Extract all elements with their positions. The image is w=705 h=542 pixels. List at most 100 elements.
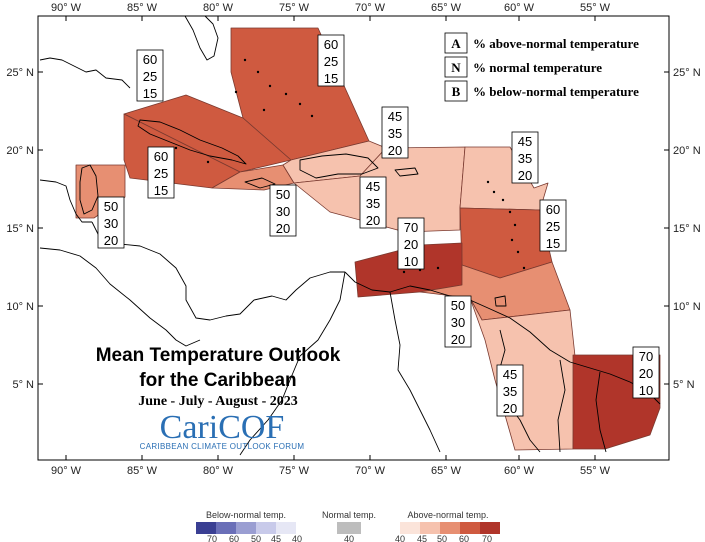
legend-key: A bbox=[451, 36, 461, 51]
colorbar-tick: 50 bbox=[437, 534, 447, 542]
lat-label: 10° N bbox=[6, 301, 34, 313]
lat-label: 25° N bbox=[6, 67, 34, 79]
lat-label: 20° N bbox=[673, 145, 701, 157]
lon-label: 85° W bbox=[127, 465, 158, 477]
prob-box-bahamas: 60 25 15 bbox=[317, 34, 345, 87]
lat-label: 5° N bbox=[673, 379, 695, 391]
lon-label: 70° W bbox=[355, 2, 386, 14]
colorbar-tick: 45 bbox=[271, 534, 281, 542]
prob-box-leeward: 45 35 20 bbox=[511, 131, 539, 184]
colorbar-tick: 40 bbox=[395, 534, 405, 542]
coastlines bbox=[39, 15, 661, 456]
lon-label: 75° W bbox=[279, 465, 310, 477]
swatch bbox=[420, 522, 440, 534]
lat-label: 25° N bbox=[673, 67, 701, 79]
prob-box-frame bbox=[136, 49, 164, 102]
prob-box-frame bbox=[397, 217, 425, 270]
swatch bbox=[460, 522, 480, 534]
prob-normal: 35 bbox=[503, 384, 517, 399]
lat-label: 15° N bbox=[673, 223, 701, 235]
lon-label: 60° W bbox=[504, 465, 535, 477]
prob-box-hispaniola: 45 35 20 bbox=[359, 176, 387, 229]
swatch bbox=[196, 522, 216, 534]
legend-key-box bbox=[444, 56, 468, 78]
prob-below: 20 bbox=[503, 401, 517, 416]
colorbar-above-ticks: 40 45 50 60 70 bbox=[395, 534, 492, 542]
prob-below: 20 bbox=[276, 221, 290, 236]
island-dots bbox=[174, 58, 526, 274]
prob-below: 20 bbox=[388, 143, 402, 158]
colorbar-above-title: Above-normal temp. bbox=[407, 510, 488, 520]
lat-label: 10° N bbox=[673, 301, 701, 313]
swatch bbox=[440, 522, 460, 534]
prob-box-frame bbox=[97, 196, 125, 249]
prob-normal: 25 bbox=[324, 54, 338, 69]
prob-normal: 20 bbox=[404, 237, 418, 252]
legend-text: % normal temperature bbox=[473, 60, 602, 75]
prob-box-frame bbox=[359, 176, 387, 229]
prob-above: 70 bbox=[404, 220, 418, 235]
colorbar-normal-swatch bbox=[337, 522, 361, 534]
lon-label: 65° W bbox=[431, 2, 462, 14]
colorbar-tick: 60 bbox=[229, 534, 239, 542]
colorbar-below-title: Below-normal temp. bbox=[206, 510, 286, 520]
legend-key: B bbox=[452, 84, 461, 99]
lat-label: 20° N bbox=[6, 145, 34, 157]
prob-box-frame bbox=[511, 131, 539, 184]
prob-normal: 35 bbox=[518, 151, 532, 166]
prob-above: 45 bbox=[518, 134, 532, 149]
prob-box-suriname-guiana: 70 20 10 bbox=[632, 346, 660, 399]
probability-boxes: 60 25 15 60 25 15 60 25 15 50 30 20 50 3… bbox=[97, 34, 660, 417]
legend-row-below: B % below-normal temperature bbox=[444, 80, 639, 102]
lon-label: 60° W bbox=[504, 2, 535, 14]
lat-label: 15° N bbox=[6, 223, 34, 235]
prob-box-frame bbox=[539, 199, 567, 252]
lat-labels-left: 25° N 20° N 15° N 10° N 5° N bbox=[6, 67, 34, 391]
legend-key: N bbox=[451, 60, 461, 75]
colorbar-tick: 40 bbox=[344, 534, 354, 542]
colorbar-below-swatches bbox=[196, 522, 296, 534]
swatch bbox=[400, 522, 420, 534]
colorbar-tick: 40 bbox=[292, 534, 302, 542]
lon-label: 55° W bbox=[580, 2, 611, 14]
lon-labels-bottom: 90° W 85° W 80° W 75° W 70° W 65° W 60° … bbox=[51, 465, 611, 477]
prob-below: 20 bbox=[366, 213, 380, 228]
prob-box-belize: 50 30 20 bbox=[97, 196, 125, 249]
caricof-logo-subtext: CARIBBEAN CLIMATE OUTLOOK FORUM bbox=[140, 442, 305, 451]
prob-normal: 25 bbox=[154, 166, 168, 181]
lon-label: 55° W bbox=[580, 465, 611, 477]
title-block: Mean Temperature Outlook for the Caribbe… bbox=[96, 345, 341, 451]
prob-below: 15 bbox=[154, 183, 168, 198]
prob-below: 10 bbox=[404, 254, 418, 269]
legend-row-normal: N % normal temperature bbox=[444, 56, 602, 78]
prob-above: 45 bbox=[366, 179, 380, 194]
lon-label: 80° W bbox=[203, 2, 234, 14]
prob-normal: 30 bbox=[451, 315, 465, 330]
colorbar-tick: 60 bbox=[459, 534, 469, 542]
prob-below: 20 bbox=[104, 233, 118, 248]
colorbar-above-swatches bbox=[400, 522, 500, 534]
prob-below: 15 bbox=[546, 236, 560, 251]
swatch bbox=[236, 522, 256, 534]
lat-label: 5° N bbox=[12, 379, 34, 391]
map-period: June - July - August - 2023 bbox=[138, 394, 297, 409]
prob-box-frame bbox=[496, 364, 524, 417]
prob-normal: 35 bbox=[388, 126, 402, 141]
swatch bbox=[276, 522, 296, 534]
lon-label: 75° W bbox=[279, 2, 310, 14]
outlook-zones bbox=[75, 27, 661, 451]
colorbar-below-ticks: 70 60 50 45 40 bbox=[207, 534, 302, 542]
prob-above: 50 bbox=[451, 298, 465, 313]
prob-box-frame bbox=[381, 106, 409, 159]
colorbar: Below-normal temp. 70 60 50 45 40 Normal… bbox=[196, 510, 500, 542]
lon-label: 65° W bbox=[431, 465, 462, 477]
tick-marks bbox=[38, 16, 669, 460]
legend-row-above: A % above-normal temperature bbox=[444, 32, 639, 54]
prob-below: 15 bbox=[324, 71, 338, 86]
prob-normal: 30 bbox=[104, 216, 118, 231]
lon-label: 80° W bbox=[203, 465, 234, 477]
prob-box-frame bbox=[632, 346, 660, 399]
prob-above: 50 bbox=[104, 199, 118, 214]
map-title-line1: Mean Temperature Outlook bbox=[96, 345, 341, 366]
colorbar-tick: 45 bbox=[417, 534, 427, 542]
